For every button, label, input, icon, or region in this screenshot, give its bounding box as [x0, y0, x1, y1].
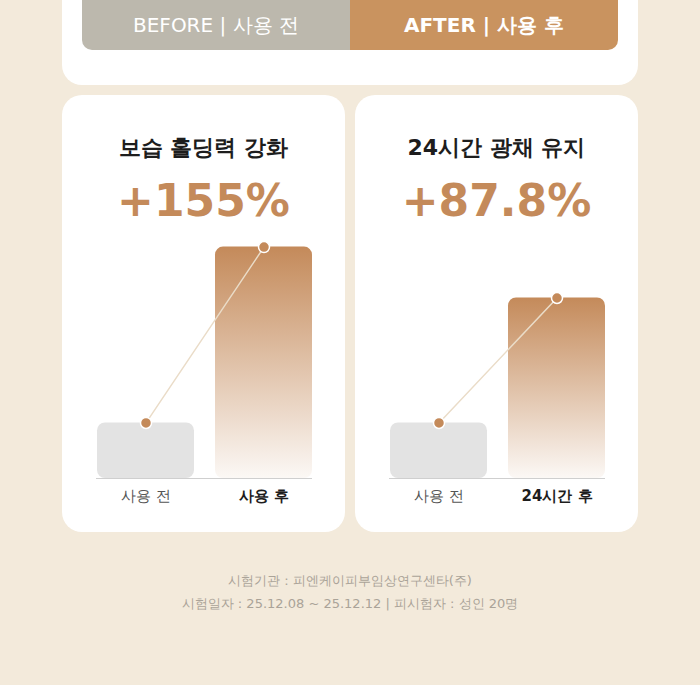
- html-text:+87.8%: +87.8%: [401, 175, 592, 226]
- svg-text:사용 전: 사용 전: [121, 487, 171, 505]
- html-text:보습 홀딩력 강화: 보습 홀딩력 강화: [118, 135, 289, 160]
- svg-text:사용 전: 사용 전: [414, 487, 464, 505]
- svg-text:24시간 후: 24시간 후: [521, 487, 592, 505]
- html-text:시험기관 : 피엔케이피부임상연구센타(주): 시험기관 : 피엔케이피부임상연구센타(주): [228, 573, 472, 588]
- html-text:시험일자 : 25.12.08 ~ 25.12.12 | 피: 시험일자 : 25.12.08 ~ 25.12.12 | 피시험자 : 성인 2…: [181, 596, 519, 611]
- html-text:BEFORE | 사용 전: BEFORE | 사용 전: [133, 13, 299, 37]
- html-text:+155%: +155%: [117, 175, 290, 226]
- html-text:24시간 광채 유지: 24시간 광채 유지: [407, 135, 586, 160]
- html-text:AFTER | 사용 후: AFTER | 사용 후: [404, 13, 564, 37]
- svg-text:사용 후: 사용 후: [239, 487, 289, 505]
